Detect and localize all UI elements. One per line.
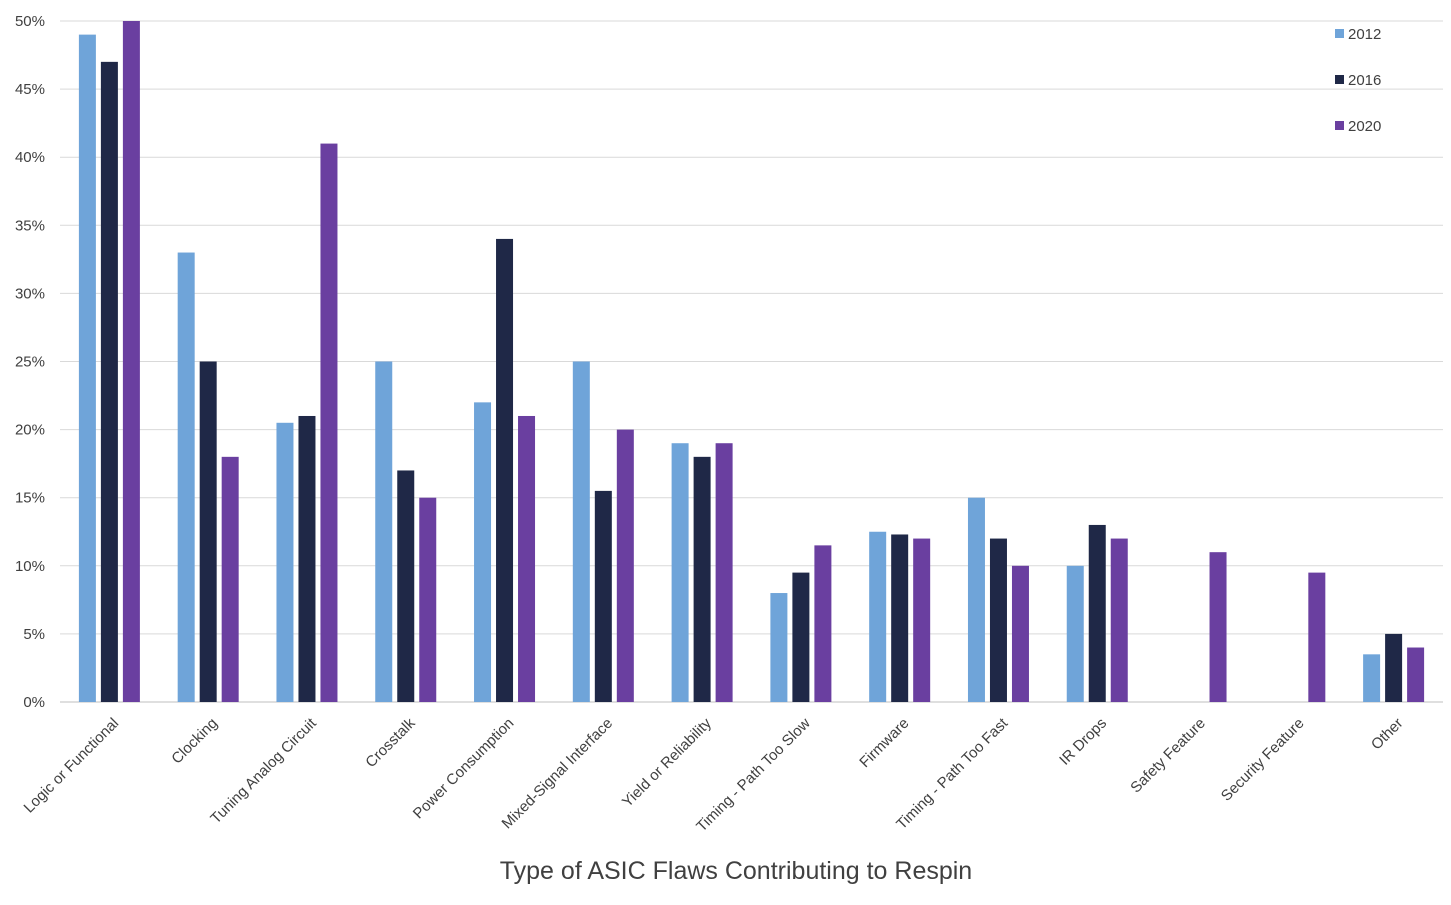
bar-2020 (419, 497, 437, 702)
bar-2016 (1088, 524, 1106, 702)
bar-2020 (616, 429, 634, 702)
legend-swatch-2020 (1335, 121, 1344, 130)
bar-2016 (100, 61, 118, 703)
bar-2016 (989, 538, 1007, 702)
x-category-label: Security Feature (1218, 715, 1308, 805)
legend-swatch-2016 (1335, 75, 1344, 84)
y-tick-label: 40% (15, 149, 45, 166)
bar-2020 (518, 415, 536, 702)
bar-2012 (1066, 565, 1084, 702)
x-category-label: Crosstalk (362, 714, 419, 771)
legend-label-2016: 2016 (1348, 72, 1381, 89)
bar-2016 (298, 415, 316, 702)
bar-2016 (594, 490, 612, 702)
bars (78, 21, 1425, 703)
x-category-label: Clocking (168, 715, 221, 768)
bar-2012 (474, 402, 492, 702)
y-tick-label: 45% (15, 81, 45, 98)
y-tick-label: 20% (15, 422, 45, 439)
y-tick-label: 5% (23, 626, 45, 643)
y-tick-label: 15% (15, 490, 45, 507)
bar-2020 (221, 456, 239, 702)
legend-swatch-2012 (1335, 29, 1344, 38)
y-axis-ticks: 0% 5% 10% 15% 20% 25% 30% 35% 40% 45% 50% (15, 13, 45, 711)
bar-2012 (770, 593, 788, 702)
bar-2020 (1209, 552, 1227, 702)
legend: 2012 2016 2020 (1335, 26, 1381, 135)
bar-2020 (122, 21, 140, 702)
x-category-label: Timing - Path Too Fast (893, 714, 1012, 833)
bar-2016 (397, 470, 415, 702)
bar-2016 (1385, 633, 1403, 702)
y-tick-label: 10% (15, 558, 45, 575)
y-tick-label: 30% (15, 285, 45, 302)
x-category-label: Other (1368, 715, 1407, 754)
bar-2020 (1110, 538, 1128, 702)
bar-2016 (693, 456, 711, 702)
bar-2020 (320, 143, 338, 702)
x-category-label: Tuning Analog Circuit (207, 714, 320, 827)
x-axis-title: Type of ASIC Flaws Contributing to Respi… (500, 857, 972, 885)
bar-2020 (814, 545, 832, 702)
bar-2016 (792, 572, 810, 702)
x-category-label: Yield or Reliability (619, 714, 715, 810)
y-tick-label: 35% (15, 217, 45, 234)
bar-2012 (375, 361, 393, 702)
y-tick-label: 0% (23, 694, 45, 711)
x-category-label: IR Drops (1056, 715, 1110, 769)
x-category-label: Logic or Functional (21, 715, 123, 817)
bar-2012 (572, 361, 590, 702)
x-category-label: Firmware (856, 715, 912, 771)
x-category-label: Timing - Path Too Slow (693, 715, 814, 836)
bar-2020 (1308, 572, 1326, 702)
bar-2012 (967, 497, 985, 702)
bar-2016 (199, 361, 217, 702)
y-tick-label: 25% (15, 354, 45, 371)
bar-2020 (1407, 647, 1425, 702)
y-tick-label: 50% (15, 13, 45, 30)
bar-2020 (1011, 565, 1029, 702)
x-category-label: Power Consumption (410, 715, 518, 823)
bar-2020 (715, 443, 733, 702)
bar-2012 (1363, 654, 1381, 702)
bar-2012 (78, 34, 96, 703)
bar-2016 (496, 238, 514, 703)
bar-2012 (869, 531, 887, 702)
legend-label-2012: 2012 (1348, 26, 1381, 43)
bar-2012 (276, 422, 294, 702)
bar-2012 (177, 252, 195, 703)
bar-2020 (913, 538, 931, 702)
x-category-label: Safety Feature (1127, 715, 1209, 797)
legend-label-2020: 2020 (1348, 118, 1381, 135)
bar-2016 (891, 534, 909, 702)
bar-2012 (671, 443, 689, 702)
gridlines (60, 20, 1443, 703)
x-category-label: Mixed-Signal Interface (499, 715, 617, 833)
